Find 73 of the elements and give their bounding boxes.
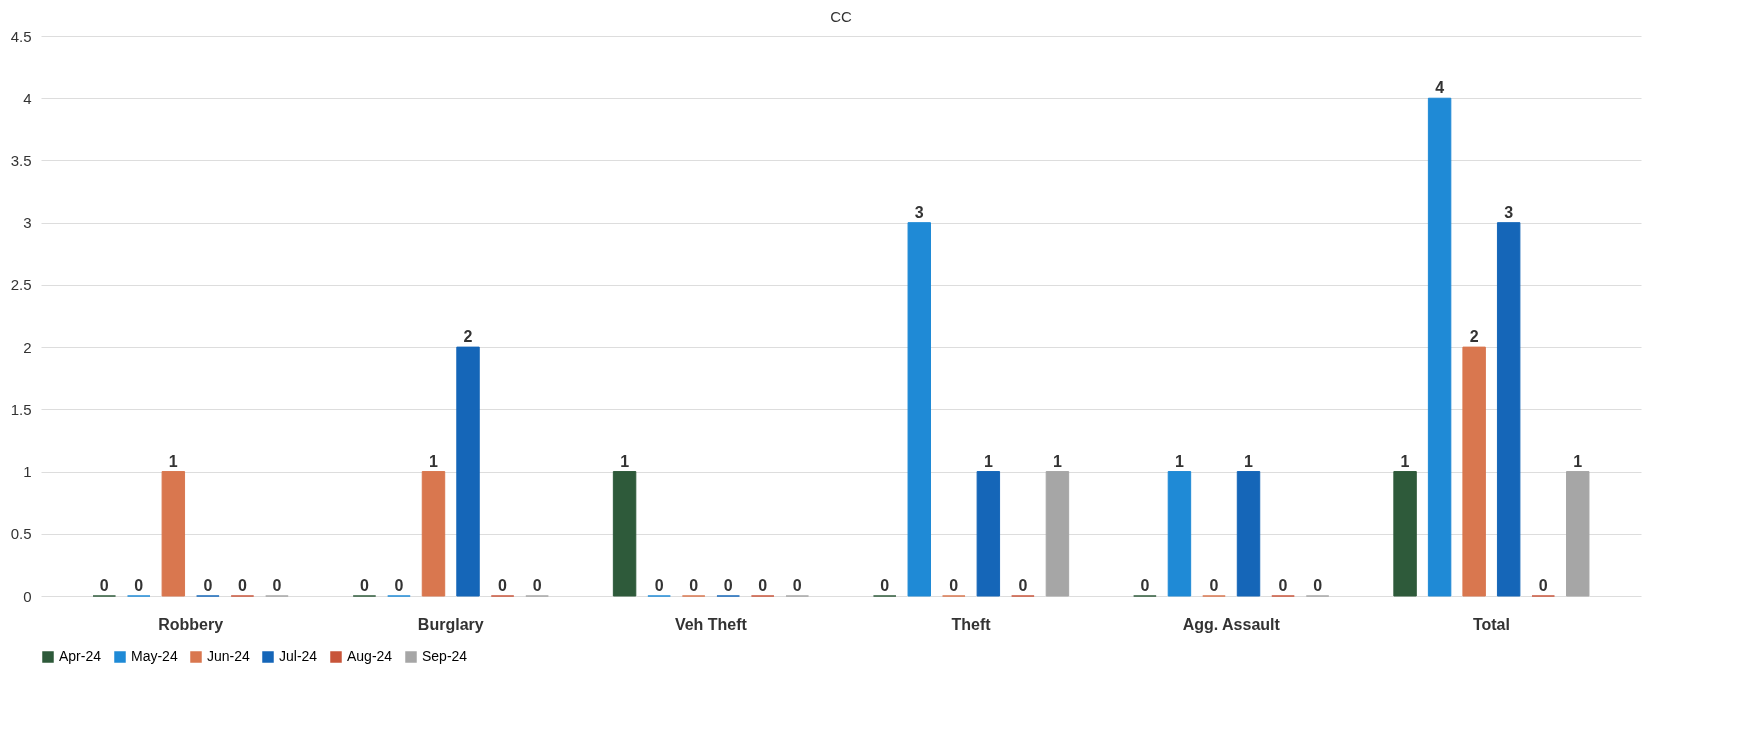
data-label: 1 [429, 452, 439, 470]
legend-label: Sep-24 [422, 648, 468, 664]
data-label: 0 [203, 577, 213, 594]
x-tick-label: Agg. Assault [1182, 615, 1281, 633]
bar [1496, 222, 1521, 597]
bar [1236, 471, 1261, 597]
data-label: 0 [880, 577, 890, 594]
x-tick-label: Burglary [417, 615, 484, 633]
y-tick-label: 4.5 [10, 27, 32, 45]
data-label: 0 [359, 577, 369, 594]
data-label: 3 [914, 203, 924, 221]
y-tick-label: 4 [23, 89, 32, 107]
bar [1427, 97, 1452, 597]
legend-label: Apr-24 [59, 648, 102, 664]
data-label: 2 [463, 328, 473, 346]
bar [612, 471, 637, 597]
data-label: 0 [1313, 577, 1323, 594]
data-label: 0 [532, 577, 542, 594]
data-label: 0 [654, 577, 664, 594]
bar [1566, 471, 1590, 597]
legend-label: Jul-24 [279, 648, 318, 664]
data-label: 1 [168, 452, 178, 470]
legend-label: May-24 [131, 648, 178, 664]
bar [976, 471, 1001, 597]
data-label: 0 [1018, 577, 1028, 594]
data-label: 0 [949, 577, 959, 594]
data-label: 0 [1538, 577, 1548, 594]
data-label: 0 [498, 577, 508, 594]
x-tick-label: Veh Theft [674, 615, 748, 633]
data-label: 3 [1504, 203, 1514, 221]
data-label: 2 [1469, 328, 1479, 346]
data-label: 0 [134, 577, 144, 594]
legend-label: Jun-24 [207, 648, 251, 664]
data-label: 1 [1174, 452, 1184, 470]
x-tick-label: Theft [951, 615, 992, 633]
data-label: 0 [689, 577, 699, 594]
data-label: 4 [1435, 79, 1445, 97]
data-label: 0 [237, 577, 247, 594]
y-tick-label: 0.5 [10, 525, 32, 543]
data-label: 0 [1140, 577, 1150, 594]
data-label: 0 [1209, 577, 1219, 594]
data-label: 1 [1244, 452, 1254, 470]
data-label: 0 [758, 577, 768, 594]
bar [456, 346, 480, 597]
chart-title: CC [830, 8, 852, 25]
bar [1045, 471, 1070, 597]
bar [421, 471, 446, 597]
bar [1167, 471, 1192, 597]
y-tick-label: 0 [23, 587, 32, 605]
y-tick-label: 2.5 [10, 276, 32, 294]
data-label: 0 [1278, 577, 1288, 594]
y-tick-label: 3 [23, 214, 32, 232]
data-label: 0 [394, 577, 404, 594]
data-label: 1 [983, 452, 993, 470]
x-tick-label: Total [1472, 615, 1510, 633]
bar [1393, 471, 1417, 597]
y-tick-label: 3.5 [10, 151, 32, 169]
y-tick-label: 2 [23, 338, 32, 356]
legend-label: Aug-24 [347, 648, 393, 664]
data-label: 1 [620, 452, 630, 470]
data-label: 0 [792, 577, 802, 594]
data-label: 1 [1573, 452, 1583, 470]
bar [907, 222, 931, 597]
data-label: 1 [1052, 452, 1062, 470]
y-tick-label: 1.5 [10, 400, 32, 418]
bar [161, 471, 186, 597]
data-label: 0 [723, 577, 733, 594]
data-label: 0 [99, 577, 109, 594]
bar [1462, 346, 1486, 597]
x-tick-label: Robbery [158, 615, 224, 633]
data-label: 0 [272, 577, 282, 594]
y-tick-label: 1 [23, 463, 32, 481]
data-label: 1 [1400, 452, 1410, 470]
